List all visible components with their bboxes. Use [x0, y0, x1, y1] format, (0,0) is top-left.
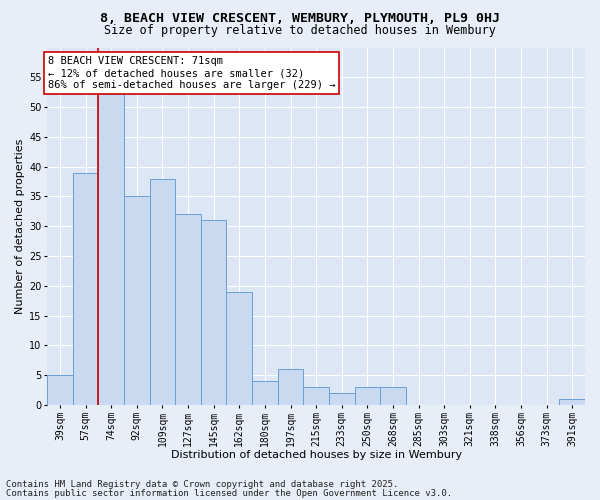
Bar [47, 375, 73, 405]
Text: Contains public sector information licensed under the Open Government Licence v3: Contains public sector information licen… [6, 488, 452, 498]
Y-axis label: Number of detached properties: Number of detached properties [15, 138, 25, 314]
Bar [304, 387, 329, 405]
Bar [329, 393, 355, 405]
Bar [73, 172, 98, 405]
Bar [124, 196, 149, 405]
Bar [380, 387, 406, 405]
Bar [149, 178, 175, 405]
Text: 8 BEACH VIEW CRESCENT: 71sqm
← 12% of detached houses are smaller (32)
86% of se: 8 BEACH VIEW CRESCENT: 71sqm ← 12% of de… [48, 56, 335, 90]
Title: 8, BEACH VIEW CRESCENT, WEMBURY, PLYMOUTH, PL9 0HJ
Size of property relative to : 8, BEACH VIEW CRESCENT, WEMBURY, PLYMOUT… [0, 499, 1, 500]
Bar [98, 66, 124, 405]
Bar [175, 214, 201, 405]
Text: 8, BEACH VIEW CRESCENT, WEMBURY, PLYMOUTH, PL9 0HJ: 8, BEACH VIEW CRESCENT, WEMBURY, PLYMOUT… [100, 12, 500, 26]
Bar [355, 387, 380, 405]
Bar [559, 399, 585, 405]
Text: Size of property relative to detached houses in Wembury: Size of property relative to detached ho… [104, 24, 496, 37]
Bar [278, 370, 304, 405]
Bar [226, 292, 252, 405]
Text: Contains HM Land Registry data © Crown copyright and database right 2025.: Contains HM Land Registry data © Crown c… [6, 480, 398, 489]
X-axis label: Distribution of detached houses by size in Wembury: Distribution of detached houses by size … [170, 450, 461, 460]
Bar [252, 381, 278, 405]
Bar [201, 220, 226, 405]
